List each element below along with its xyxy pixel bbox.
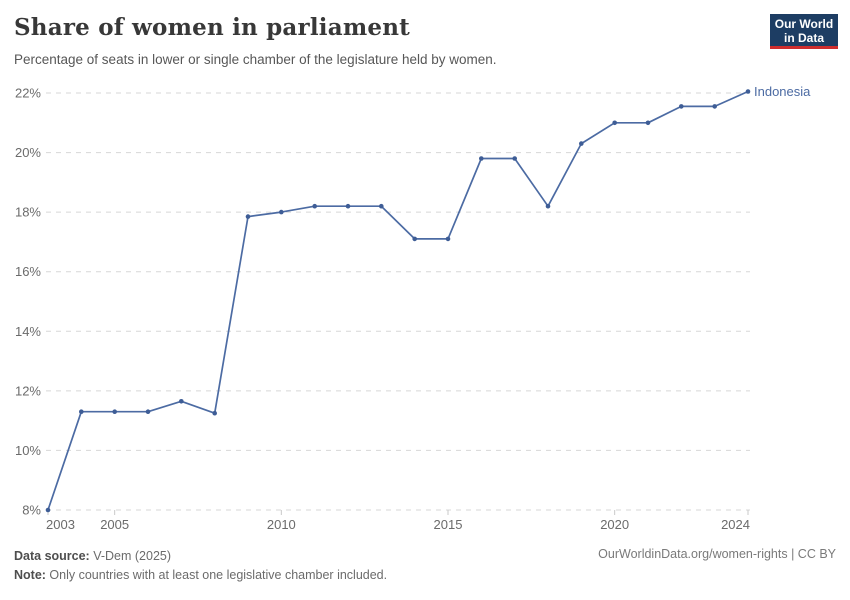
y-tick-label: 14% <box>15 324 41 339</box>
credit-link[interactable]: OurWorldinData.org/women-rights | CC BY <box>598 547 836 561</box>
trend-line <box>47 90 749 511</box>
data-point[interactable] <box>712 104 717 109</box>
owid-logo[interactable]: Our World in Data <box>770 14 838 49</box>
chart-subtitle: Percentage of seats in lower or single c… <box>14 52 497 67</box>
data-source-label: Data source: <box>14 549 90 563</box>
note-line: Note: Only countries with at least one l… <box>14 566 387 585</box>
data-point[interactable] <box>112 409 117 415</box>
page-title: Share of women in parliament <box>14 14 410 41</box>
data-point[interactable] <box>645 120 651 126</box>
x-tick-label: 2003 <box>46 517 75 532</box>
data-point[interactable] <box>179 399 184 404</box>
data-point[interactable] <box>579 141 584 146</box>
x-tick-label: 2024 <box>721 517 750 532</box>
x-tick-label: 2010 <box>267 517 296 532</box>
owid-logo-line1: Our World <box>774 17 834 31</box>
data-point[interactable] <box>345 203 351 209</box>
data-source-value: V-Dem (2025) <box>89 549 172 563</box>
y-tick-label: 20% <box>15 145 41 160</box>
series-label[interactable]: Indonesia <box>754 84 811 99</box>
y-tick-label: 12% <box>15 383 41 398</box>
data-point[interactable] <box>212 410 217 416</box>
note-value: Only countries with at least one legisla… <box>45 568 388 582</box>
data-point[interactable] <box>245 214 251 219</box>
data-point[interactable] <box>379 203 384 209</box>
y-tick-label: 18% <box>15 205 41 220</box>
x-tick-label: 2005 <box>100 517 129 532</box>
x-tick-label: 2020 <box>600 517 629 532</box>
y-tick-label: 16% <box>15 264 41 279</box>
data-point[interactable] <box>412 236 418 242</box>
x-tick-label: 2015 <box>434 517 463 532</box>
owid-logo-line2: in Data <box>783 31 824 45</box>
data-point[interactable] <box>512 156 517 161</box>
data-point[interactable] <box>679 104 684 109</box>
note-label: Note: <box>14 568 46 582</box>
data-point[interactable] <box>45 507 51 513</box>
data-point[interactable] <box>312 203 318 209</box>
data-point[interactable] <box>545 203 551 209</box>
y-tick-label: 22% <box>15 86 41 101</box>
data-source-line: Data source: V-Dem (2025) <box>14 547 387 566</box>
data-point[interactable] <box>745 89 751 94</box>
data-point[interactable] <box>479 156 484 161</box>
data-point[interactable] <box>79 409 84 415</box>
data-point[interactable] <box>279 209 284 215</box>
data-point[interactable] <box>612 120 617 126</box>
y-tick-label: 10% <box>15 443 41 458</box>
chart-footer-left: Data source: V-Dem (2025) Note: Only cou… <box>14 547 387 585</box>
y-tick-label: 8% <box>22 503 41 518</box>
data-point[interactable] <box>145 409 151 415</box>
data-point[interactable] <box>445 236 451 242</box>
